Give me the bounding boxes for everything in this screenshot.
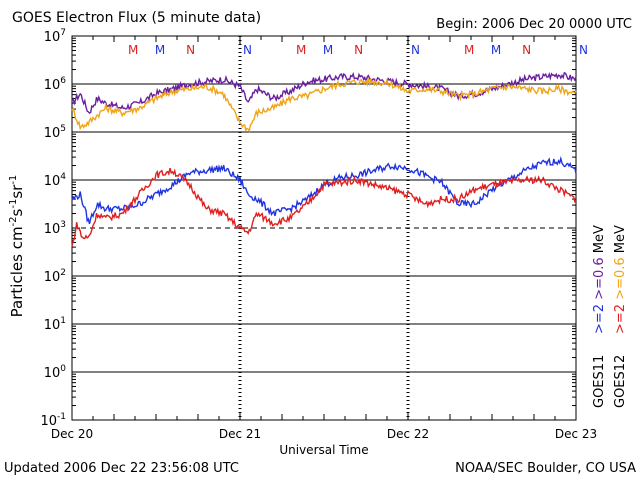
y-tick-label: 105 xyxy=(44,124,66,141)
right-legend: GOES11 GOES12 >=2 >=0.6 MeV >=2 >=0.6 Me… xyxy=(592,225,628,408)
marker-n: N xyxy=(579,43,588,57)
marker-m: M xyxy=(155,43,165,57)
x-axis-label: Universal Time xyxy=(279,443,368,457)
marker-n: N xyxy=(522,43,531,57)
y-axis-label: Particles cm-2s-1sr-1 xyxy=(8,175,26,318)
legend-goes12-energies: >=2 >=0.6 MeV xyxy=(613,225,628,334)
chart-title: GOES Electron Flux (5 minute data) xyxy=(12,10,261,26)
marker-m: M xyxy=(491,43,501,57)
series-goes11-ge2 xyxy=(71,155,577,225)
legend-goes11-energies: >=2 >=0.6 MeV xyxy=(592,225,607,334)
legend-goes12: GOES12 xyxy=(613,355,628,408)
x-tick-label: Dec 22 xyxy=(387,427,429,441)
x-tick-label: Dec 20 xyxy=(51,427,93,441)
series-goes11-ge06 xyxy=(71,71,577,115)
y-tick-label: 102 xyxy=(44,268,66,285)
grid xyxy=(72,83,576,373)
updated-timestamp: Updated 2006 Dec 22 23:56:08 UTC xyxy=(4,461,239,476)
marker-m: M xyxy=(128,43,138,57)
series-goes12-ge2 xyxy=(71,167,577,247)
marker-n: N xyxy=(186,43,195,57)
y-tick-label: 10-1 xyxy=(40,412,66,429)
x-tick-label: Dec 23 xyxy=(555,427,597,441)
marker-m: M xyxy=(464,43,474,57)
y-ticks: 107 106 105 104 103 102 101 100 10-1 xyxy=(40,28,576,429)
marker-n: N xyxy=(411,43,420,57)
marker-m: M xyxy=(296,43,306,57)
marker-m: M xyxy=(323,43,333,57)
credit: NOAA/SEC Boulder, CO USA xyxy=(455,461,636,476)
marker-n: N xyxy=(354,43,363,57)
y-tick-label: 104 xyxy=(44,172,67,189)
legend-goes11: GOES11 xyxy=(592,355,607,408)
marker-n: N xyxy=(243,43,252,57)
begin-date: Begin: 2006 Dec 20 0000 UTC xyxy=(436,17,632,32)
y-tick-label: 100 xyxy=(44,364,67,381)
series-lines xyxy=(71,71,577,247)
x-tick-label: Dec 21 xyxy=(219,427,261,441)
y-tick-label: 101 xyxy=(44,316,66,333)
x-ticks: Dec 20 Dec 21 Dec 22 Dec 23 xyxy=(51,36,597,441)
y-tick-label: 106 xyxy=(44,76,67,93)
y-tick-label: 107 xyxy=(44,28,66,45)
y-tick-label: 103 xyxy=(44,220,66,237)
series-goes12-ge06 xyxy=(71,77,577,133)
